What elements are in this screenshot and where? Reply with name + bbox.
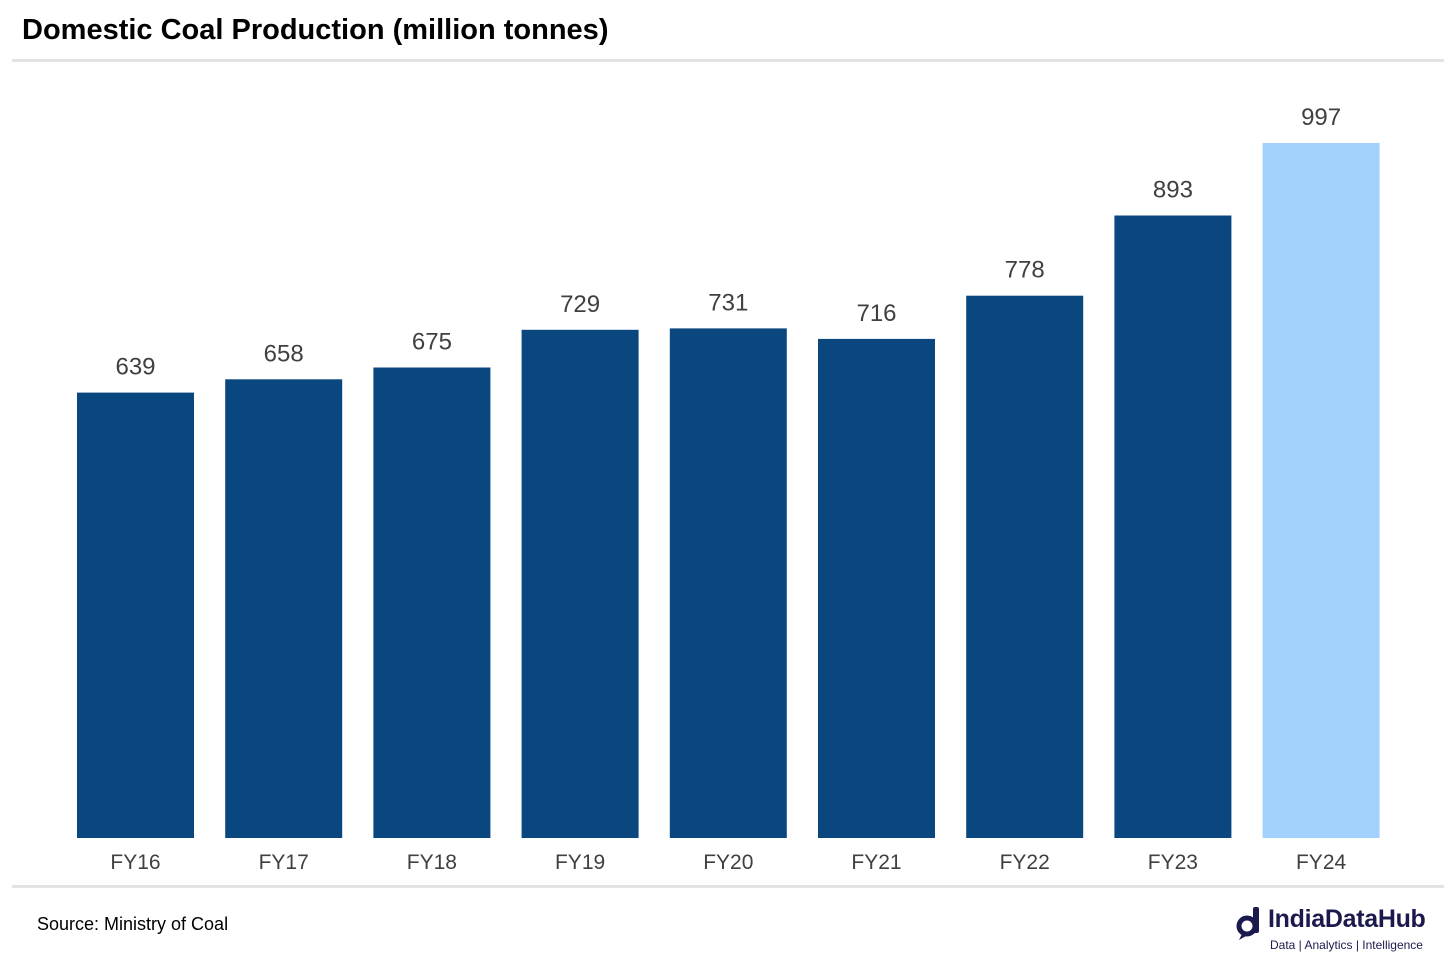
x-tick-label-fy22: FY22 <box>1000 851 1050 874</box>
x-tick-label-fy18: FY18 <box>407 851 457 874</box>
logo-mark-icon <box>1236 907 1259 940</box>
bar-fy23 <box>1114 215 1232 838</box>
bar-fy21 <box>818 338 935 838</box>
data-label-fy21: 716 <box>856 300 896 327</box>
bar-fy20 <box>669 328 787 838</box>
bar-chart: 639 FY16 658 FY17 675 FY18 729 FY19 731 FY20 716 FY… <box>77 104 1380 874</box>
data-label-fy20: 731 <box>708 289 748 316</box>
x-tick-label-fy24: FY24 <box>1296 851 1347 874</box>
logo-name: IndiaDataHub <box>1268 905 1426 933</box>
x-tick-label-fy20: FY20 <box>703 851 753 874</box>
title-divider <box>12 59 1444 62</box>
x-tick-label-fy16: FY16 <box>110 851 160 874</box>
bar-fy17 <box>225 379 343 838</box>
chart-title: Domestic Coal Production (million tonnes… <box>22 14 609 46</box>
data-label-fy19: 729 <box>560 291 600 318</box>
data-label-fy18: 675 <box>412 329 452 356</box>
data-label-fy23: 893 <box>1153 177 1193 204</box>
data-label-fy24: 997 <box>1301 104 1341 131</box>
data-label-fy17: 658 <box>264 340 304 367</box>
bar-fy16 <box>77 392 194 838</box>
footer-divider <box>12 885 1444 888</box>
x-tick-label-fy21: FY21 <box>851 851 901 874</box>
x-tick-label-fy19: FY19 <box>555 851 605 874</box>
indiadatahub-logo: IndiaDataHub Data | Analytics | Intellig… <box>1236 905 1446 955</box>
source-note: Source: Ministry of Coal <box>37 914 229 934</box>
x-tick-label-fy17: FY17 <box>259 851 309 874</box>
bar-fy18 <box>373 367 491 838</box>
data-label-fy22: 778 <box>1005 257 1045 284</box>
bar-fy22 <box>966 295 1084 838</box>
x-tick-label-fy23: FY23 <box>1148 851 1198 874</box>
bar-fy24 <box>1262 143 1380 838</box>
bar-fy19 <box>521 329 639 838</box>
data-label-fy16: 639 <box>115 354 155 381</box>
logo-tagline: Data | Analytics | Intelligence <box>1270 938 1423 952</box>
